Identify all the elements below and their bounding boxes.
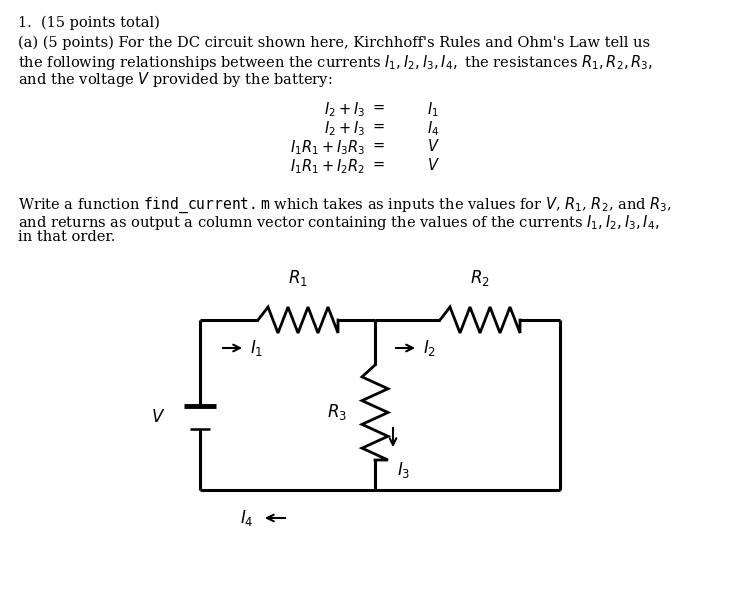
Text: the following relationships between the currents $I_1, I_2, I_3, I_4,$ the resis: the following relationships between the … [18, 53, 653, 72]
Text: $=$: $=$ [370, 100, 385, 114]
Text: $V$: $V$ [427, 138, 440, 154]
Text: $V$: $V$ [427, 157, 440, 173]
Text: and the voltage $V$ provided by the battery:: and the voltage $V$ provided by the batt… [18, 70, 333, 89]
Text: $R_1$: $R_1$ [288, 268, 308, 288]
Text: $I_2 + I_3$: $I_2 + I_3$ [323, 100, 365, 119]
Text: $=$: $=$ [370, 157, 385, 171]
Text: $I_3$: $I_3$ [397, 460, 410, 480]
Text: $R_3$: $R_3$ [327, 402, 347, 422]
Text: $I_4$: $I_4$ [427, 119, 440, 138]
Text: and returns as output a column vector containing the values of the currents $I_1: and returns as output a column vector co… [18, 213, 660, 232]
Text: $V$: $V$ [151, 409, 165, 426]
Text: $=$: $=$ [370, 138, 385, 152]
Text: $I_2$: $I_2$ [423, 338, 436, 358]
Text: $I_1$: $I_1$ [250, 338, 263, 358]
Text: $I_1$: $I_1$ [427, 100, 439, 119]
Text: $I_2 + I_3$: $I_2 + I_3$ [323, 119, 365, 138]
Text: in that order.: in that order. [18, 230, 115, 244]
Text: Write a function $\mathtt{find\_current.m}$ which takes as inputs the values for: Write a function $\mathtt{find\_current.… [18, 196, 672, 216]
Text: $I_4$: $I_4$ [240, 508, 253, 528]
Text: 1.  (15 points total): 1. (15 points total) [18, 16, 160, 31]
Text: $=$: $=$ [370, 119, 385, 133]
Text: $R_2$: $R_2$ [470, 268, 490, 288]
Text: (a) (5 points) For the DC circuit shown here, Kirchhoff's Rules and Ohm's Law te: (a) (5 points) For the DC circuit shown … [18, 36, 650, 51]
Text: $I_1R_1 + I_3R_3$: $I_1R_1 + I_3R_3$ [290, 138, 365, 157]
Text: $I_1R_1 + I_2R_2$: $I_1R_1 + I_2R_2$ [290, 157, 365, 176]
